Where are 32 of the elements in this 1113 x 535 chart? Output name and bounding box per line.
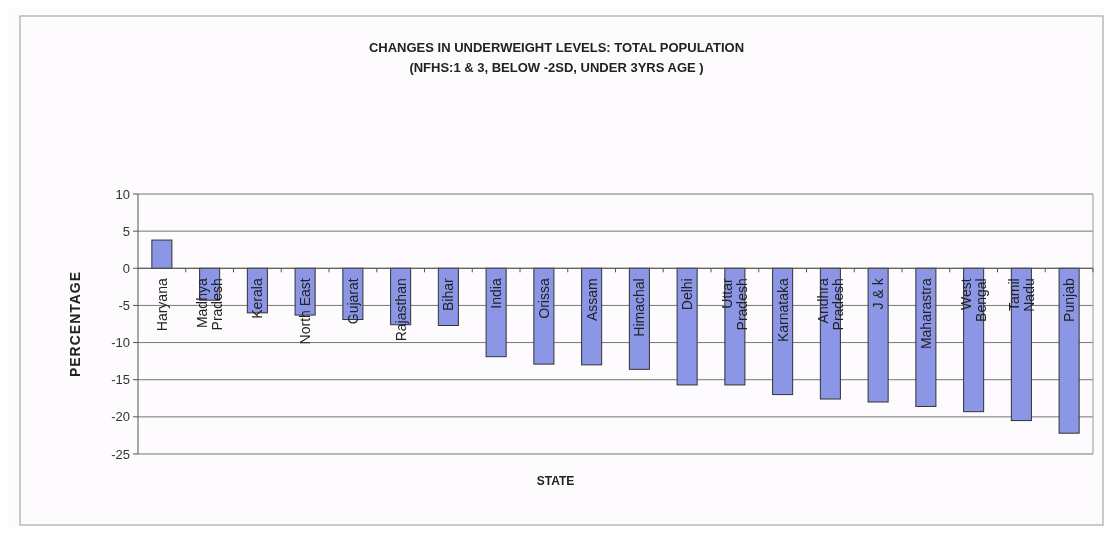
x-tick-label: North East [297,278,314,345]
x-tick-label: Karnataka [774,278,791,343]
x-tick-label: Rajasthan [392,278,409,342]
y-tick-label: 5 [122,223,130,239]
y-tick-label: -10 [111,335,130,351]
y-axis-title: PERCENTAGE [67,270,83,378]
y-tick-label: -15 [111,372,130,388]
x-tick-label: India [488,278,505,309]
x-tick-label: J & k [870,277,887,310]
x-tick-label: Delhi [679,278,696,311]
x-tick-label: Uttar Pradesh [719,277,751,331]
x-tick-label: Tamil Nadu [1005,278,1037,312]
x-tick-label: West Bengal [957,278,990,322]
y-tick-label: 10 [115,186,130,202]
y-tick-label: 0 [122,260,130,276]
x-axis-title: STATE [536,474,575,488]
x-tick-label: Haryana [153,278,170,332]
x-tick-label: Maharastra [917,278,934,350]
x-tick-label: Andhra Pradesh [814,278,846,331]
x-tick-label: Himachal [631,278,648,337]
x-tick-label: Orissa [535,278,552,319]
x-tick-label: Madhya Pradesh [193,278,226,331]
x-tick-label: Assam [583,278,600,322]
chart-subtitle: (NFHS:1 & 3, BELOW -2SD, UNDER 3YRS AGE ) [409,60,704,75]
y-tick-label: -5 [118,297,130,313]
y-tick-label: -20 [111,409,130,425]
chart-title: CHANGES IN UNDERWEIGHT LEVELS: TOTAL POPULATION [368,40,745,55]
x-tick-label: Kerala [249,278,266,319]
x-tick-label: Punjab [1061,278,1078,322]
x-tick-label: Bihar [440,277,457,311]
y-tick-label: -25 [111,446,130,462]
x-tick-label: Gujarat [344,278,361,325]
